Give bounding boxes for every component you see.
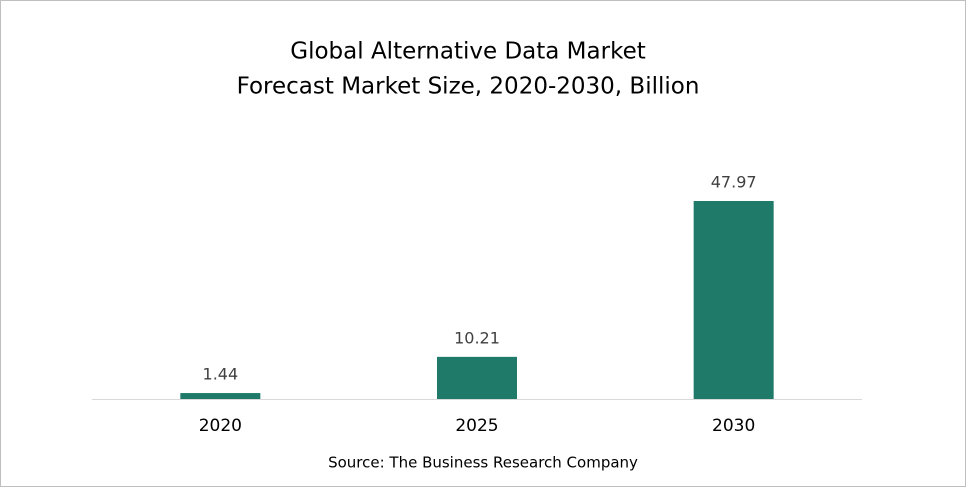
bar	[437, 356, 517, 399]
bar	[693, 201, 774, 399]
data-label: 10.21	[454, 328, 500, 347]
x-tick-label: 2020	[199, 416, 242, 436]
chart-title: Global Alternative Data Market	[290, 39, 645, 65]
data-label: 47.97	[711, 173, 757, 192]
chart-subtitle: Forecast Market Size, 2020-2030, Billion	[237, 74, 700, 100]
source-note: Source: The Business Research Company	[328, 454, 638, 472]
data-label: 1.44	[203, 365, 239, 384]
x-tick-label: 2030	[712, 416, 755, 436]
x-tick-label: 2025	[455, 416, 498, 436]
bar	[180, 393, 261, 399]
